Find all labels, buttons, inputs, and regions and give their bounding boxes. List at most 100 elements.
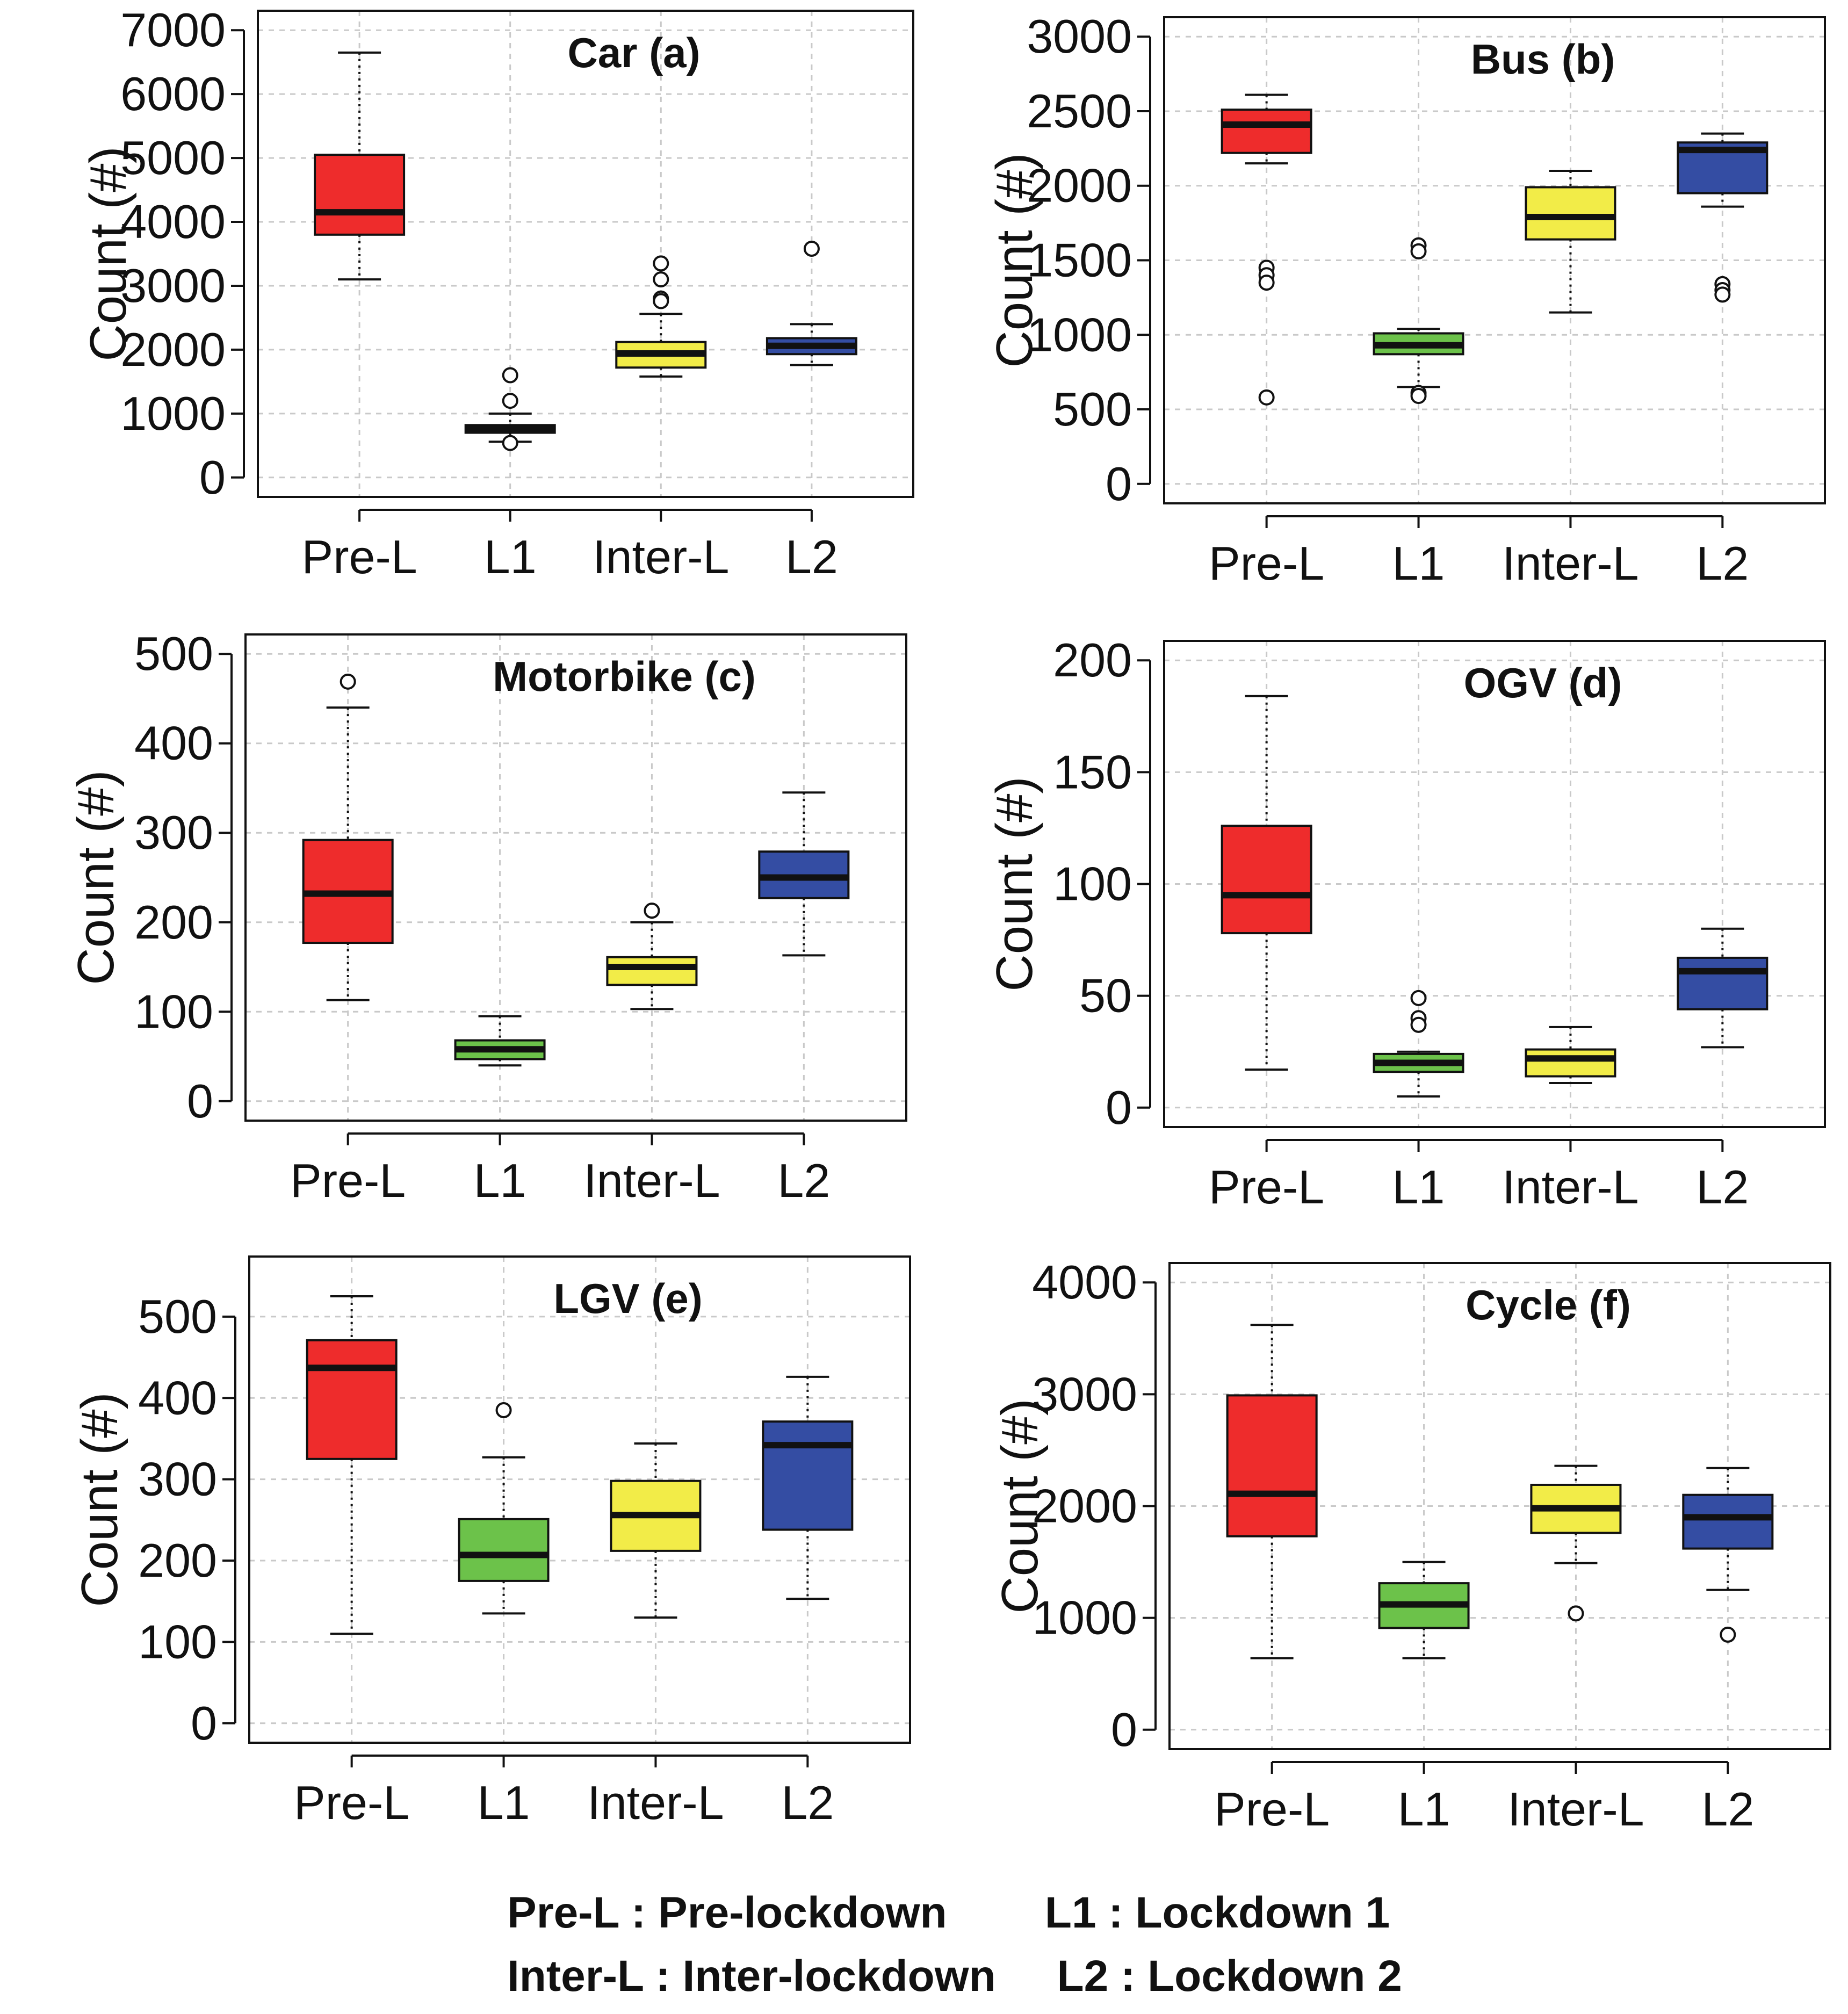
outlier-point [1410, 243, 1427, 259]
plot-frame [1163, 16, 1826, 504]
y-tick-label: 400 [134, 717, 213, 770]
x-tick-label: Inter-L [1507, 1782, 1644, 1836]
panel-2: 0 500 1000 1500 2000 2500 3000 Pre-L L1 Inter-L L2… [986, 10, 1826, 590]
y-tick-label: 0 [191, 1697, 217, 1750]
box-pre-l [1221, 93, 1312, 406]
y-tick-label: 200 [138, 1534, 217, 1587]
y-axis-title: Count (#) [80, 146, 137, 361]
y-axis-title: Count (#) [71, 1392, 128, 1607]
x-tick-label: Inter-L [587, 1776, 724, 1829]
box-iqr [1221, 109, 1312, 154]
y-tick-label: 1000 [120, 387, 226, 440]
outlier-point [340, 673, 356, 690]
y-tick-label: 100 [138, 1615, 217, 1668]
x-tick-label: L2 [1701, 1782, 1754, 1836]
panel-1: 0 1000 2000 3000 4000 5000 6000 7000 Pre-L L1 Inte… [80, 3, 914, 583]
panel-title: Car (a) [567, 29, 700, 76]
x-tick-label: Inter-L [583, 1154, 720, 1207]
box-pre-l [1221, 695, 1312, 1071]
x-tick-label: L2 [777, 1154, 830, 1207]
box-pre-l [302, 673, 394, 1001]
y-tick-label: 200 [1053, 633, 1132, 687]
outlier-point [1410, 1016, 1427, 1033]
y-tick-label: 500 [134, 627, 213, 680]
y-tick-label: 0 [187, 1074, 213, 1128]
y-tick-label: 0 [199, 451, 226, 504]
box-pre-l [314, 51, 406, 281]
box-l1 [1373, 237, 1464, 405]
legend-line-1: Pre-L : Pre-lockdown L1 : Lockdown 1 [507, 1888, 1390, 1937]
y-tick-label: 2000 [1032, 1479, 1137, 1533]
outlier-point [1714, 286, 1731, 303]
y-tick-label: 500 [1053, 382, 1132, 436]
y-tick-label: 2000 [1027, 159, 1132, 212]
x-tick-label: L2 [785, 530, 838, 583]
box-iqr [1221, 825, 1312, 935]
y-tick-label: 300 [134, 806, 213, 859]
y-tick-label: 100 [1053, 857, 1132, 911]
y-axis-title: Count (#) [986, 776, 1043, 991]
box-l1 [1378, 1561, 1470, 1659]
panel-6: 0 1000 2000 3000 4000 Pre-L L1 Inter-L L2 Count (… [991, 1255, 1831, 1836]
y-axis-title: Count (#) [986, 153, 1043, 367]
y-tick-label: 5000 [120, 131, 226, 184]
y-tick-label: 2500 [1027, 84, 1132, 138]
panel-title: Bus (b) [1471, 35, 1615, 83]
outlier-point [803, 240, 820, 257]
y-tick-label: 150 [1053, 745, 1132, 798]
outlier-point [502, 393, 518, 409]
x-tick-label: L1 [1392, 1160, 1445, 1214]
box-iqr [1525, 1048, 1616, 1078]
x-tick-label: L1 [484, 530, 537, 583]
plot-frame [1163, 640, 1826, 1128]
box-pre-l [306, 1295, 398, 1635]
y-tick-label: 4000 [1032, 1255, 1137, 1309]
x-tick-label: Pre-L [302, 530, 417, 583]
plot-frame [248, 1255, 911, 1744]
box-l1 [464, 367, 556, 451]
y-tick-label: 3000 [1032, 1367, 1137, 1420]
panel-3: 0 100 200 300 400 500 Pre-L L1 Inter-L L2 Count (#… [67, 627, 907, 1207]
box-inter-l [610, 1442, 702, 1619]
x-tick-label: Pre-L [290, 1154, 406, 1207]
box-iqr [1226, 1394, 1318, 1537]
x-tick-label: L1 [1398, 1782, 1450, 1836]
outlier-point [653, 255, 669, 272]
box-iqr [762, 1420, 854, 1531]
box-l2 [1677, 132, 1768, 303]
box-iqr [1525, 186, 1616, 241]
box-iqr [1677, 956, 1768, 1010]
box-inter-l [606, 903, 698, 1010]
y-tick-label: 100 [134, 985, 213, 1038]
outlier-point [1410, 990, 1427, 1006]
x-tick-label: Pre-L [294, 1776, 409, 1829]
box-iqr [606, 956, 698, 986]
y-tick-label: 0 [1106, 1081, 1132, 1134]
box-iqr [314, 154, 406, 236]
x-tick-label: Inter-L [1502, 1160, 1638, 1214]
panel-title: OGV (d) [1464, 659, 1622, 706]
y-tick-label: 2000 [120, 323, 226, 376]
y-tick-label: 0 [1106, 457, 1132, 510]
box-l2 [1682, 1467, 1774, 1643]
x-tick-label: L1 [478, 1776, 530, 1829]
y-tick-label: 1500 [1027, 234, 1132, 287]
box-inter-l [615, 255, 707, 378]
x-tick-label: L1 [1392, 537, 1445, 590]
y-tick-label: 0 [1111, 1703, 1137, 1756]
box-inter-l [1530, 1464, 1622, 1622]
panel-4: 0 50 100 150 200 Pre-L L1 Inter-L L2 Count (#) OGV… [986, 633, 1826, 1214]
x-tick-label: Pre-L [1209, 537, 1324, 590]
box-l2 [762, 1375, 854, 1600]
y-tick-label: 1000 [1032, 1591, 1137, 1644]
box-inter-l [1525, 1026, 1616, 1085]
legend-line-2: Inter-L : Inter-lockdown L2 : Lockdown 2 [507, 1952, 1402, 2001]
outlier-point [1258, 275, 1275, 291]
y-tick-label: 6000 [120, 67, 226, 120]
outlier-point [1410, 388, 1427, 405]
plot-frame [244, 633, 907, 1122]
box-pre-l [1226, 1324, 1318, 1659]
outlier-point [502, 367, 518, 384]
x-tick-label: Pre-L [1214, 1782, 1330, 1836]
